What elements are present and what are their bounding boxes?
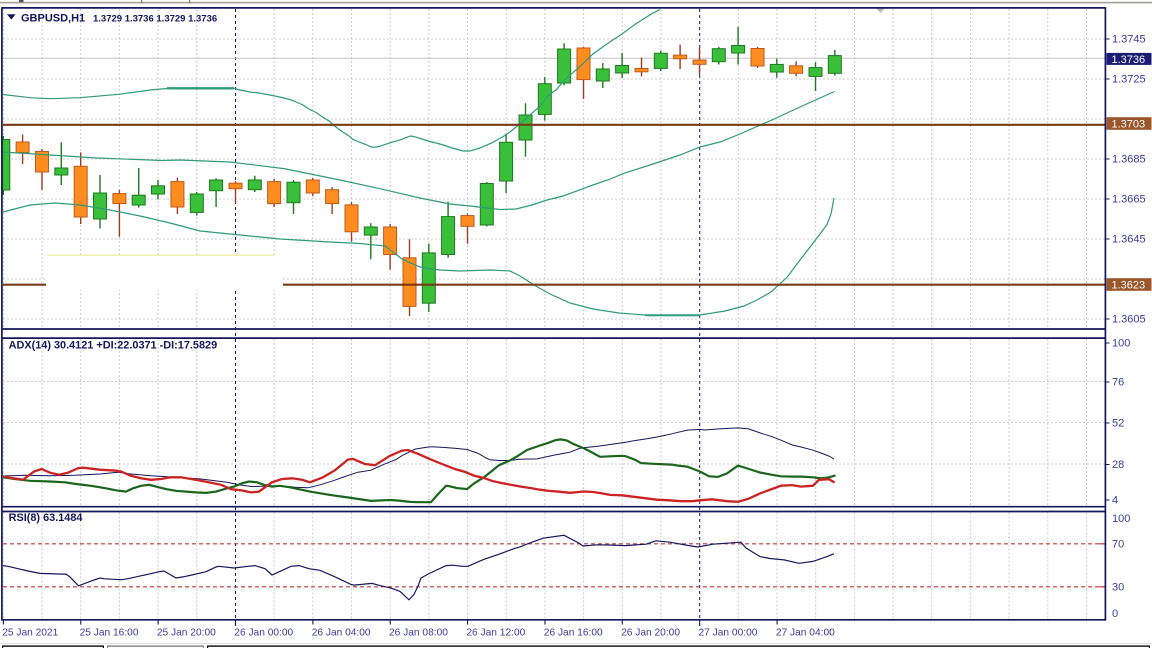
svg-text:1.3736: 1.3736 xyxy=(1112,54,1146,66)
svg-text:100: 100 xyxy=(1112,513,1130,525)
svg-text:30: 30 xyxy=(1112,582,1124,594)
svg-text:4: 4 xyxy=(1112,495,1118,507)
svg-text:ADX(14) 30.4121 +DI:22.0371 -D: ADX(14) 30.4121 +DI:22.0371 -DI:17.5829 xyxy=(9,339,218,351)
svg-text:26 Jan 08:00: 26 Jan 08:00 xyxy=(389,628,448,639)
svg-text:25 Jan 16:00: 25 Jan 16:00 xyxy=(80,628,139,639)
svg-text:GBPUSD,H1: GBPUSD,H1 xyxy=(21,12,85,24)
svg-text:76: 76 xyxy=(1112,377,1124,389)
svg-text:1.3665: 1.3665 xyxy=(1112,194,1146,206)
svg-text:70: 70 xyxy=(1112,539,1124,551)
svg-text:52: 52 xyxy=(1112,418,1124,430)
svg-text:28: 28 xyxy=(1112,459,1124,471)
svg-text:1.3685: 1.3685 xyxy=(1112,154,1146,166)
svg-text:26 Jan 16:00: 26 Jan 16:00 xyxy=(544,628,603,639)
svg-text:26 Jan 00:00: 26 Jan 00:00 xyxy=(234,628,293,639)
svg-text:1.3729 1.3736 1.3729 1.3736: 1.3729 1.3736 1.3729 1.3736 xyxy=(93,13,217,24)
svg-text:1.3645: 1.3645 xyxy=(1112,234,1146,246)
svg-text:1.3745: 1.3745 xyxy=(1112,34,1146,46)
svg-text:25 Jan 20:00: 25 Jan 20:00 xyxy=(157,628,216,639)
svg-text:0: 0 xyxy=(1112,608,1118,620)
svg-text:1.3725: 1.3725 xyxy=(1112,74,1146,86)
svg-text:1.3605: 1.3605 xyxy=(1112,314,1146,326)
svg-text:27 Jan 04:00: 27 Jan 04:00 xyxy=(776,628,835,639)
svg-text:RSI(8) 63.1484: RSI(8) 63.1484 xyxy=(9,512,83,524)
svg-text:100: 100 xyxy=(1112,338,1130,350)
svg-text:27 Jan 00:00: 27 Jan 00:00 xyxy=(699,628,758,639)
svg-text:26 Jan 04:00: 26 Jan 04:00 xyxy=(312,628,371,639)
svg-text:26 Jan 12:00: 26 Jan 12:00 xyxy=(466,628,525,639)
svg-text:1.3703: 1.3703 xyxy=(1112,118,1146,130)
svg-text:1.3623: 1.3623 xyxy=(1112,279,1146,291)
svg-text:25 Jan 2021: 25 Jan 2021 xyxy=(2,628,58,639)
svg-text:26 Jan 20:00: 26 Jan 20:00 xyxy=(621,628,680,639)
